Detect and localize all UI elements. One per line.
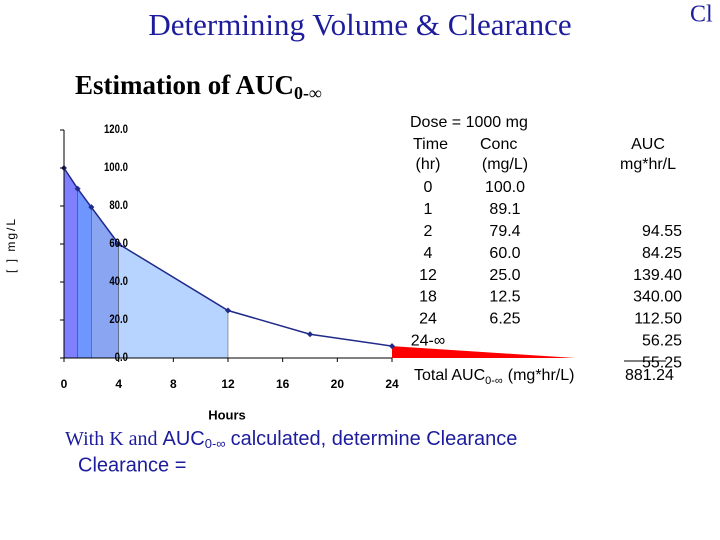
cell-auc: 112.50 <box>634 311 682 328</box>
total-value: 881.24 <box>625 367 674 384</box>
footer-rest: calculated, determine Clearance <box>231 428 518 450</box>
cell-time: 0 <box>424 179 433 196</box>
point <box>225 307 231 314</box>
cell-conc: 25.0 <box>489 267 520 284</box>
header: mg*hr/L <box>620 156 676 173</box>
header: (mg/L) <box>482 156 528 173</box>
point <box>307 331 313 338</box>
x-tick-label: 16 <box>276 377 290 391</box>
header: AUC <box>631 136 665 153</box>
auc-area <box>77 187 92 359</box>
cell-time: 24-∞ <box>411 333 446 350</box>
cell-time: 4 <box>424 245 433 262</box>
cell-auc: 94.55 <box>642 223 682 240</box>
x-tick-label: 4 <box>115 377 122 391</box>
x-tick-label: 24 <box>385 377 399 391</box>
total-label: Total AUC0-∞ (mg*hr/L) <box>414 367 574 387</box>
subtitle-sub: 0-∞ <box>294 83 322 103</box>
point <box>88 204 95 211</box>
y-tick-label: 40.0 <box>109 275 128 288</box>
y-tick-label: 20.0 <box>109 313 128 326</box>
header: Time <box>413 136 448 153</box>
footer-line2: Clearance = <box>78 454 186 476</box>
y-tick-label: 120.0 <box>104 123 128 136</box>
cell-time: 18 <box>419 289 437 306</box>
y-tick-label: 80.0 <box>109 199 128 212</box>
total-unit: (mg*hr/L) <box>508 367 575 384</box>
total-text: Total AUC <box>414 367 485 384</box>
header: Conc <box>480 136 517 153</box>
table: Dose = 1000 mg Time (hr) Conc (mg/L) AUC… <box>410 114 682 387</box>
y-tick-label: 100.0 <box>104 161 128 174</box>
footer-sub: 0-∞ <box>205 436 226 451</box>
point <box>389 343 395 350</box>
cell-auc: 139.40 <box>633 267 682 284</box>
x-tick-label: 12 <box>221 377 235 391</box>
subtitle: Estimation of AUC0-∞ <box>75 70 322 103</box>
cell-conc: 12.5 <box>489 289 520 306</box>
cell-conc: 6.25 <box>489 311 520 328</box>
cell-conc: 60.0 <box>489 245 520 262</box>
footer: With K and AUC0-∞ calculated, determine Cl… <box>65 428 517 452</box>
cell-time: 2 <box>424 223 433 240</box>
point <box>74 185 81 192</box>
x-tick-label: 0 <box>61 377 68 391</box>
subtitle-text: Estimation of AUC <box>75 70 294 100</box>
tail-area <box>392 346 575 358</box>
x-tick-label: 20 <box>331 377 345 391</box>
header: (hr) <box>416 156 441 173</box>
total-sub: 0-∞ <box>485 375 503 387</box>
y-tick-label: 60.0 <box>109 237 128 250</box>
cell-auc: 340.00 <box>633 289 682 306</box>
footer-auc: AUC <box>163 428 205 450</box>
slide-title: Determining Volume & Clearance <box>148 7 571 42</box>
table-caption: Dose = 1000 mg <box>410 114 528 131</box>
y-tick-label: 0.0 <box>115 351 128 364</box>
corner-text: Cl <box>690 2 713 28</box>
cell-conc: 89.1 <box>489 201 520 218</box>
cell-time: 24 <box>419 311 437 328</box>
cell-auc: 56.25 <box>642 333 682 350</box>
cell-time: 1 <box>424 201 433 218</box>
footer-lead: With K and <box>65 428 158 450</box>
cell-conc: 100.0 <box>485 179 525 196</box>
cell-auc: 84.25 <box>642 245 682 262</box>
auc-area <box>63 167 78 359</box>
point <box>115 241 122 247</box>
x-tick-label: 8 <box>170 377 177 391</box>
cell-conc: 79.4 <box>489 223 520 240</box>
x-axis-label: Hours <box>208 407 246 422</box>
y-axis-label: [ ] mg/L <box>4 217 18 273</box>
cell-auc: 55.25 <box>642 354 682 371</box>
cell-time: 12 <box>419 267 437 284</box>
